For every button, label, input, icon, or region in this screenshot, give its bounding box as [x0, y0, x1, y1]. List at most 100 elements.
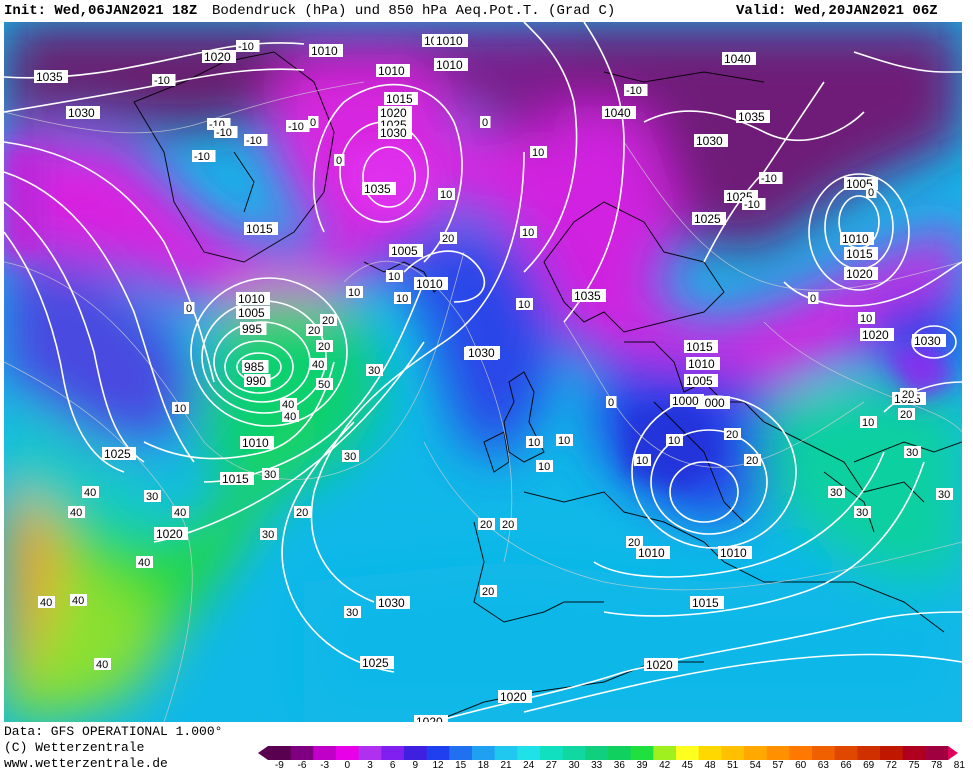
- theta-value: 10: [668, 435, 680, 447]
- colorbar-tick-labels: -9 -6 -3 0 3 6 9 12 15 18 21 24 27 30 33 36 39 42 45 48 51 54…: [258, 760, 965, 773]
- colorbar-tick: 48: [704, 760, 716, 771]
- theta-value: 10: [388, 271, 400, 283]
- isobar-label: 1030: [66, 106, 100, 120]
- theta-label: 20: [724, 428, 741, 441]
- theta-label: 40: [70, 594, 87, 607]
- theta-value: 20: [900, 409, 912, 421]
- isobar-label: 1010: [686, 357, 720, 371]
- isobar-value: 985: [244, 360, 264, 374]
- theta-label: 10: [394, 292, 411, 305]
- theta-value: 40: [312, 359, 324, 371]
- isobar-label: 1020: [644, 658, 678, 672]
- valid-time-label: Valid: Wed,20JAN2021 06Z: [736, 3, 938, 19]
- theta-label: 30: [936, 488, 953, 501]
- theta-value: 20: [480, 519, 492, 531]
- isobar-label: 985: [242, 360, 269, 374]
- isobar-value: 1005: [686, 374, 713, 388]
- colorbar-swatch: [676, 746, 700, 760]
- isobar-label: 1010: [414, 277, 448, 291]
- isobar-label: 1010: [840, 232, 874, 246]
- theta-value: 40: [174, 507, 186, 519]
- theta-label: -10: [192, 150, 216, 163]
- colorbar-tick: -6: [297, 760, 307, 771]
- colorbar-tick: 66: [840, 760, 852, 771]
- isobar-label: 1005: [236, 306, 270, 320]
- isobar-label: 1035: [736, 110, 770, 124]
- isobar-value: 1000: [698, 396, 725, 410]
- isobar-label: 1005: [389, 244, 423, 258]
- colorbar-swatch: [766, 746, 790, 760]
- theta-value: -10: [238, 41, 254, 53]
- theta-value: 0: [186, 303, 192, 315]
- theta-label: 20: [306, 324, 323, 337]
- theta-label: 10: [634, 454, 651, 467]
- isobar-label: 1030: [912, 334, 946, 348]
- theta-label: 10: [438, 188, 455, 201]
- theta-value: 20: [322, 315, 334, 327]
- colorbar-swatch: [336, 746, 360, 760]
- theta-value: 50: [318, 379, 330, 391]
- isobar-value: 1010: [416, 277, 443, 291]
- colorbar-tick: 69: [863, 760, 875, 771]
- theta-label: 10: [346, 286, 363, 299]
- isobar-value: 1005: [391, 244, 418, 258]
- theta-value: 20: [308, 325, 320, 337]
- colorbar-tick: 45: [681, 760, 693, 771]
- theta-label: 20: [440, 232, 457, 245]
- theta-label: 0: [606, 396, 617, 409]
- theta-value: 10: [348, 287, 360, 299]
- theta-label: 10: [860, 416, 877, 429]
- isobar-value: 1025: [362, 656, 389, 670]
- theta-value: 40: [282, 399, 294, 411]
- theta-label: 10: [526, 436, 543, 449]
- isobar-label: 990: [244, 374, 271, 388]
- theta-label: 10: [520, 226, 537, 239]
- isobar-label: 1000: [696, 396, 730, 410]
- isobar-label: 1035: [34, 70, 68, 84]
- isobar-value: 1030: [914, 334, 941, 348]
- isobar-value: 990: [246, 374, 266, 388]
- colorbar-swatch: [834, 746, 858, 760]
- colorbar-tick: 3: [367, 760, 373, 771]
- theta-value: 20: [296, 507, 308, 519]
- isobar-label: 1035: [572, 289, 606, 303]
- colorbar-tick: 27: [545, 760, 557, 771]
- theta-value: 30: [344, 451, 356, 463]
- theta-label: 30: [854, 506, 871, 519]
- isobar-value: 1010: [242, 436, 269, 450]
- colorbar-swatch: [789, 746, 813, 760]
- theta-label: 0: [334, 154, 345, 167]
- theta-label: -10: [624, 84, 648, 97]
- theta-label: 30: [828, 486, 845, 499]
- colorbar-tick: 81: [953, 760, 965, 771]
- theta-value: 40: [138, 557, 150, 569]
- map-canvas: 1035103010201010101010101010101010151020…: [4, 22, 962, 722]
- isobar-value: 1005: [238, 306, 265, 320]
- theta-label: 30: [262, 468, 279, 481]
- isobar-label: 1020: [378, 106, 412, 120]
- theta-label: 30: [366, 364, 383, 377]
- isobar-label: 1030: [378, 126, 412, 140]
- theta-label: 40: [310, 358, 327, 371]
- isobar-label: 1010: [434, 58, 468, 72]
- theta-value: 40: [284, 411, 296, 423]
- isobar-value: 1030: [468, 346, 495, 360]
- colorbar-tick: -9: [274, 760, 284, 771]
- isobar-value: 1020: [416, 715, 443, 722]
- theta-value: 20: [726, 429, 738, 441]
- colorbar-tick: 36: [613, 760, 625, 771]
- theta-value: 10: [528, 437, 540, 449]
- theta-value: 10: [538, 461, 550, 473]
- theta-label: 40: [172, 506, 189, 519]
- isobar-value: 1035: [574, 289, 601, 303]
- isobar-value: 1020: [380, 106, 407, 120]
- theta-value: 10: [558, 435, 570, 447]
- isobar-label: 1010: [718, 546, 752, 560]
- isobar-value: 1010: [311, 44, 338, 58]
- theta-label: 0: [808, 292, 819, 305]
- isobar-value: 1035: [738, 110, 765, 124]
- theta-label: 40: [94, 658, 111, 671]
- colorbar-swatch: [744, 746, 768, 760]
- theta-value: 0: [608, 397, 614, 409]
- colorbar-min-arrow: [258, 746, 268, 760]
